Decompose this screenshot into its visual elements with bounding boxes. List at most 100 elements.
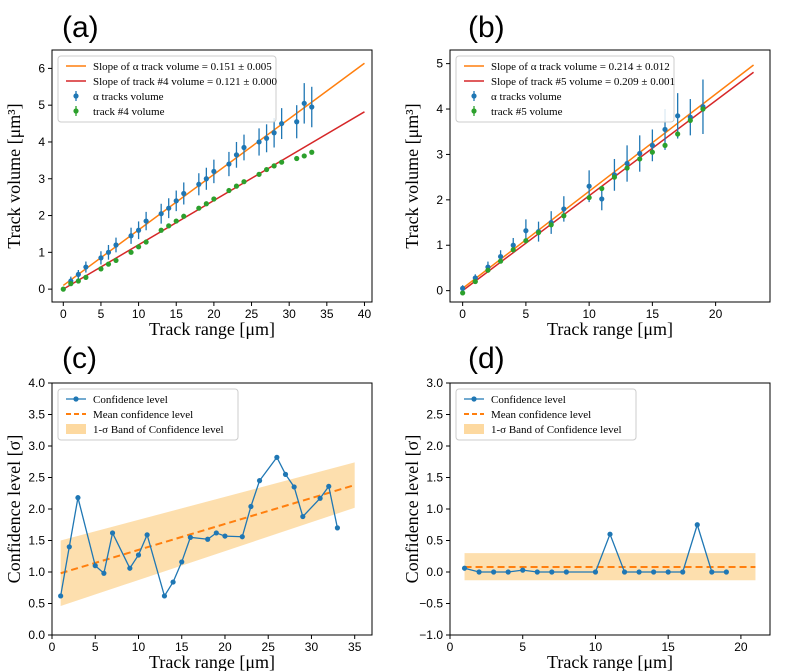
data-point — [83, 274, 89, 280]
y-tick-label: 2 — [436, 193, 443, 207]
data-point — [263, 166, 270, 173]
panel-a: (a) 0 5 10 15 20 25 30 35 40 0 1 2 3 4 5 6 Track range [μ… — [4, 11, 373, 339]
y-tick-label: 2.5 — [426, 408, 443, 422]
panel-label: (b) — [468, 11, 505, 44]
x-tick-label: 15 — [175, 640, 189, 654]
legend-swatch — [464, 424, 484, 434]
data-point — [599, 196, 605, 202]
x-tick-label: 0 — [60, 307, 67, 321]
data-point — [66, 544, 72, 550]
data-point — [105, 249, 112, 255]
legend-swatch — [73, 396, 79, 402]
y-axis-label: Track volume [μm³] — [402, 103, 422, 248]
y-tick-label: 2 — [38, 209, 45, 223]
y-tick-label: 6 — [38, 61, 45, 75]
data-point — [621, 569, 628, 575]
legend-label: Slope of α track volume = 0.214 ± 0.012 — [491, 61, 670, 73]
legend-swatch — [73, 108, 79, 114]
data-point — [523, 238, 529, 244]
data-point — [586, 183, 592, 189]
data-point — [75, 271, 81, 278]
legend-label: Mean confidence level — [491, 409, 591, 421]
legend-box — [57, 388, 239, 441]
data-point — [649, 149, 655, 155]
data-point — [326, 483, 332, 489]
data-point — [534, 569, 540, 575]
data-point — [497, 258, 504, 264]
data-point — [624, 165, 630, 171]
data-point — [226, 187, 232, 194]
data-point — [256, 171, 262, 177]
data-point — [170, 579, 176, 585]
data-point — [233, 183, 240, 189]
y-axis-label: Confidence level [σ] — [402, 435, 422, 584]
data-point — [300, 513, 306, 520]
panel-label: (a) — [62, 11, 99, 44]
data-point — [592, 569, 599, 575]
y-axis-label: Track volume [μm³] — [4, 103, 24, 248]
data-point — [548, 222, 554, 228]
x-tick-label: 5 — [98, 307, 105, 321]
y-tick-label: 1 — [436, 238, 443, 252]
panel-b: (b) 0 5 10 15 20 0 1 2 3 4 5 Track range [μm] Track v… — [402, 11, 771, 339]
x-tick-label: 25 — [262, 640, 276, 654]
x-tick-label: 5 — [92, 640, 99, 654]
x-tick-label: 0 — [459, 307, 466, 321]
data-point — [161, 593, 168, 599]
x-axis-label: Track range [μm] — [547, 652, 673, 671]
data-point — [271, 163, 277, 169]
x-tick-label: 20 — [734, 640, 748, 654]
data-point — [181, 213, 187, 219]
data-point — [709, 569, 715, 575]
data-point — [485, 267, 491, 273]
legend-label: Slope of track #4 volume = 0.121 ± 0.000 — [93, 76, 277, 88]
y-tick-label: 3.0 — [426, 376, 443, 390]
legend-label: track #5 volume — [491, 106, 563, 118]
x-axis-label: Track range [μm] — [149, 319, 275, 339]
panel-c: (c) 0 5 10 15 20 25 30 35 0.0 0.5 1.0 1.5 2.0 2.5 3.0 3.… — [4, 342, 373, 671]
data-point — [213, 530, 219, 536]
data-point — [510, 242, 516, 248]
x-tick-label: 15 — [646, 307, 660, 321]
x-tick-label: 0 — [447, 640, 454, 654]
legend-label: α tracks volume — [491, 91, 562, 103]
legend-swatch — [66, 424, 86, 434]
y-tick-label: 2.0 — [426, 439, 443, 453]
y-tick-label: 1.0 — [426, 502, 443, 516]
y-tick-label: 0.0 — [426, 565, 443, 579]
data-point — [535, 229, 542, 236]
data-point — [144, 532, 150, 538]
data-point — [205, 536, 211, 542]
x-tick-label: 15 — [170, 307, 184, 321]
data-point — [680, 569, 686, 575]
data-point — [211, 168, 217, 175]
data-point — [98, 266, 104, 272]
data-point — [334, 525, 341, 531]
y-tick-label: 1.5 — [426, 471, 443, 485]
x-tick-label: 5 — [519, 640, 526, 654]
x-tick-label: 10 — [589, 640, 603, 654]
y-tick-label: 4 — [436, 102, 443, 116]
x-tick-label: 10 — [582, 307, 596, 321]
legend-label: Slope of track #5 volume = 0.209 ± 0.001 — [491, 76, 675, 88]
y-tick-label: 4.0 — [28, 376, 45, 390]
x-tick-label: 40 — [358, 307, 372, 321]
x-tick-label: 20 — [218, 640, 232, 654]
data-point — [92, 563, 98, 569]
y-tick-label: 4 — [38, 135, 45, 149]
data-point — [233, 152, 240, 158]
data-point — [203, 176, 209, 182]
x-tick-label: 10 — [132, 640, 146, 654]
data-point — [491, 569, 497, 575]
legend-label: α tracks volume — [93, 91, 164, 103]
data-point — [291, 484, 297, 490]
x-tick-label: 0 — [49, 640, 56, 654]
data-point — [279, 159, 285, 165]
data-point — [113, 242, 119, 248]
data-point — [101, 570, 107, 576]
data-point — [226, 161, 232, 167]
legend-label: Confidence level — [93, 394, 168, 406]
panel-label: (d) — [468, 342, 505, 375]
x-tick-label: 30 — [305, 640, 319, 654]
